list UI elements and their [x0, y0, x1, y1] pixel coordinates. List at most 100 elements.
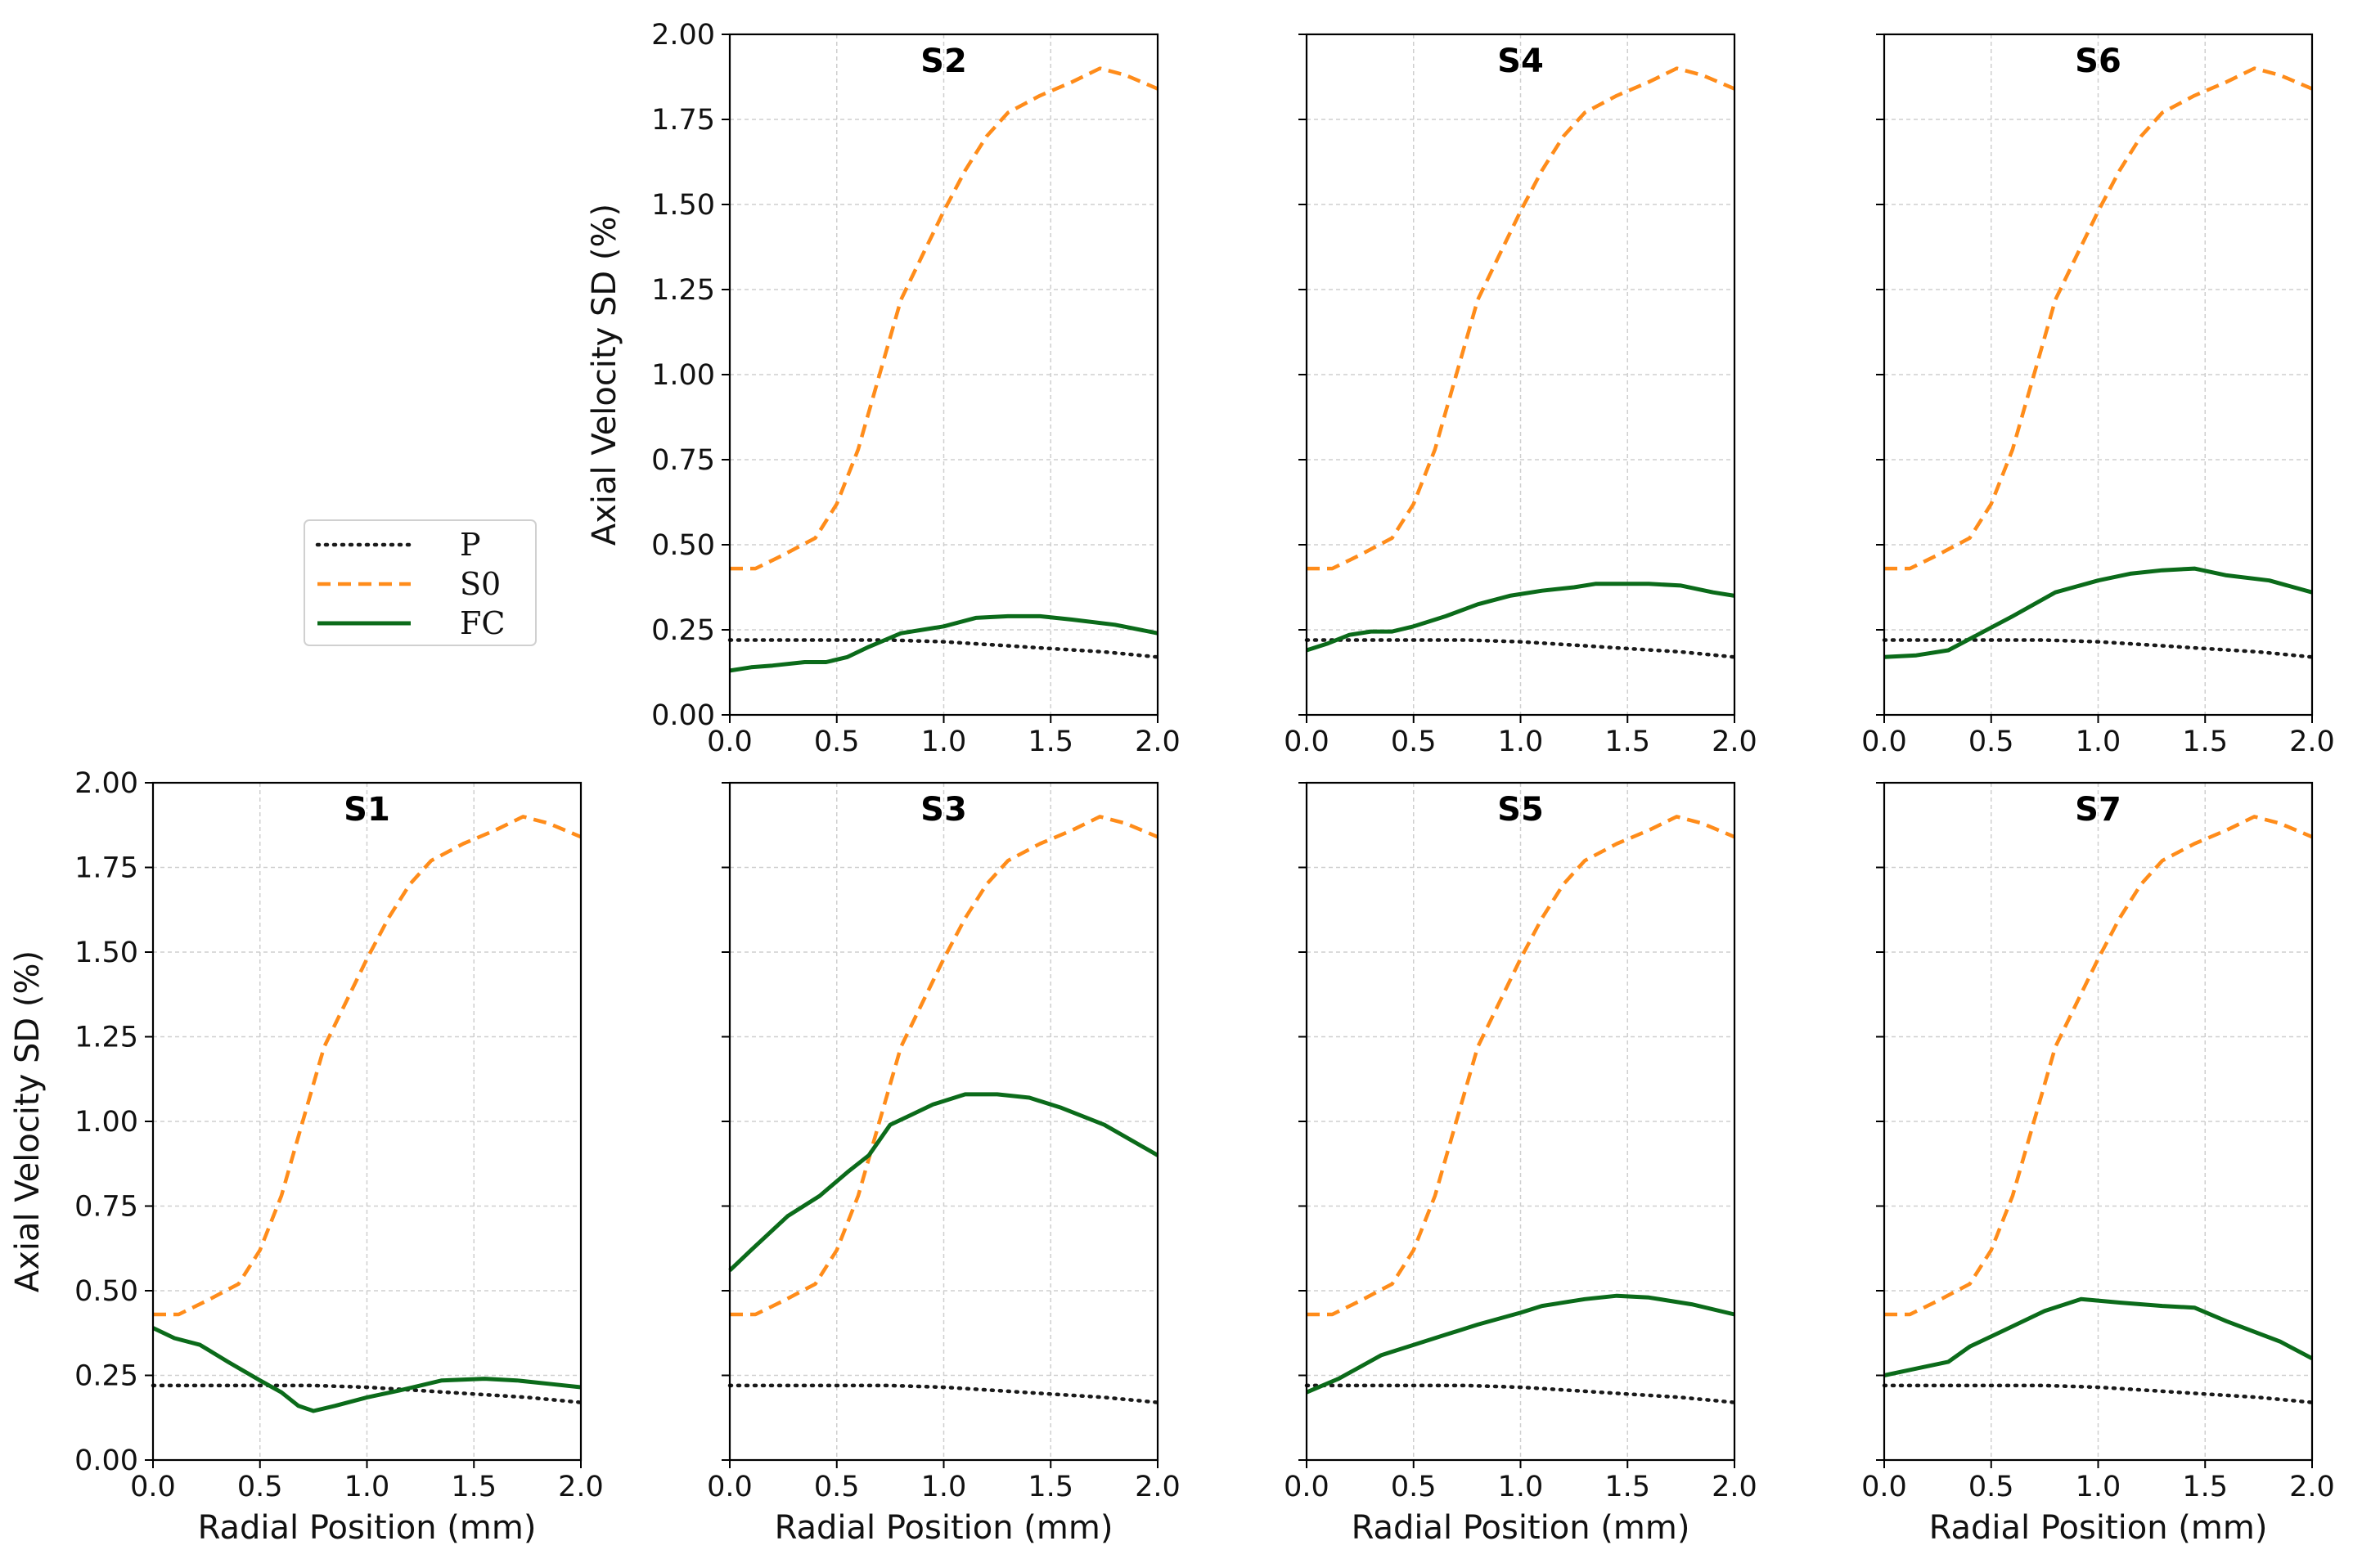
- y-tick-label: 0.25: [74, 1360, 138, 1393]
- series-fc-line: [1306, 582, 1735, 653]
- x-tick-label: 0.0: [130, 1471, 176, 1503]
- series-fc-line: [1306, 1293, 1735, 1395]
- panel-title: S2: [920, 43, 967, 80]
- y-tick-label: 0.75: [651, 444, 715, 477]
- panel-title: S1: [344, 791, 390, 829]
- y-tick-label: 1.50: [74, 937, 138, 969]
- panel-title: S4: [1497, 43, 1544, 80]
- x-tick-label: 0.5: [1391, 726, 1437, 758]
- x-tick-label: 2.0: [1712, 726, 1757, 758]
- y-tick-label: 1.00: [74, 1106, 138, 1139]
- legend-label-p: P: [460, 527, 481, 563]
- series-p-line: [1304, 1383, 1737, 1404]
- x-tick-label: 1.5: [1604, 1471, 1650, 1503]
- x-tick-label: 1.0: [2076, 726, 2121, 758]
- panel-s3: 0.0 0.5 1.0 1.5 2.0 S3 Radial Position (mm): [707, 781, 1181, 1547]
- x-tick-label: 1.5: [1604, 726, 1650, 758]
- y-tick-label: 0.00: [651, 699, 715, 732]
- series-s0-line: [1884, 66, 2313, 571]
- y-axis-label: Axial Velocity SD (%): [9, 950, 47, 1292]
- x-tick-label: 1.0: [1498, 1471, 1544, 1503]
- panel-title: S7: [2075, 791, 2121, 829]
- y-tick-label: 0.25: [651, 614, 715, 647]
- y-tick-label: 1.50: [651, 189, 715, 222]
- y-tick-label: 2.00: [651, 19, 715, 52]
- legend-box: [304, 519, 537, 646]
- series-p-line: [1304, 638, 1737, 659]
- series-fc-line: [151, 1326, 582, 1413]
- x-tick-label: 0.5: [237, 1471, 283, 1503]
- y-tick-label: 0.00: [74, 1444, 138, 1477]
- series-p-line: [1882, 1383, 2315, 1404]
- series-fc-line: [1883, 1296, 2314, 1377]
- x-tick-label: 0.0: [707, 1471, 753, 1503]
- x-tick-label: 1.0: [2076, 1471, 2121, 1503]
- series-fc-line: [1883, 566, 2313, 659]
- x-tick-label: 2.0: [558, 1471, 604, 1503]
- y-axis-label: Axial Velocity SD (%): [586, 204, 623, 546]
- y-tick-label: 1.25: [651, 274, 715, 307]
- x-tick-label: 2.0: [1135, 726, 1181, 758]
- y-tick-label: 2.00: [74, 767, 138, 800]
- x-tick-label: 1.5: [2182, 1471, 2228, 1503]
- x-tick-label: 0.5: [814, 1471, 860, 1503]
- panel-title: S3: [920, 791, 967, 829]
- x-tick-label: 0.0: [1861, 1471, 1907, 1503]
- series-s0-line: [1884, 815, 2313, 1317]
- series-s0-line: [1307, 66, 1735, 571]
- panel-s7: 0.0 0.5 1.0 1.5 2.0 S7 Radial Position (mm): [1861, 781, 2335, 1547]
- x-tick-label: 2.0: [1712, 1471, 1757, 1503]
- x-tick-label: 1.5: [2182, 726, 2228, 758]
- series-fc-line: [728, 1092, 1159, 1273]
- series-s0-line: [153, 815, 582, 1317]
- x-tick-label: 0.0: [1284, 726, 1329, 758]
- x-axis-label: Radial Position (mm): [198, 1509, 537, 1547]
- panel-s6: 0.0 0.5 1.0 1.5 2.0 S6: [1861, 33, 2335, 758]
- y-tick-label: 0.50: [74, 1275, 138, 1308]
- panel-s4: 0.0 0.5 1.0 1.5 2.0 S4: [1284, 33, 1757, 758]
- panel-title: S6: [2075, 43, 2121, 80]
- x-tick-label: 0.0: [1861, 726, 1907, 758]
- x-tick-label: 0.0: [707, 726, 753, 758]
- x-tick-label: 1.0: [921, 726, 967, 758]
- x-tick-label: 0.0: [1284, 1471, 1329, 1503]
- x-tick-label: 1.5: [451, 1471, 497, 1503]
- panel-title: S5: [1497, 791, 1544, 829]
- series-s0-line: [1307, 815, 1735, 1317]
- panel-s2: 0.0 0.5 1.0 1.5 2.0 0.00 0.25 0.50 0.75 1.00 1.25 1…: [586, 19, 1181, 758]
- y-tick-label: 0.75: [74, 1191, 138, 1224]
- series-p-line: [151, 1383, 583, 1404]
- legend-label-s0: S0: [460, 566, 501, 602]
- x-tick-label: 0.5: [814, 726, 860, 758]
- y-tick-label: 1.00: [651, 359, 715, 392]
- y-tick-label: 0.50: [651, 529, 715, 562]
- panel-s5: 0.0 0.5 1.0 1.5 2.0 S5 Radial Position (mm): [1284, 781, 1757, 1547]
- x-axis-label: Radial Position (mm): [1352, 1509, 1690, 1547]
- x-axis-label: Radial Position (mm): [1929, 1509, 2268, 1547]
- x-tick-label: 0.5: [1968, 726, 2014, 758]
- series-p-line: [727, 1383, 1160, 1404]
- x-tick-label: 1.0: [921, 1471, 967, 1503]
- x-tick-label: 1.0: [1498, 726, 1544, 758]
- panel-s1: 0.0 0.5 1.0 1.5 2.0 0.00 0.25 0.50 0.75 1.00 1.25 1…: [9, 767, 604, 1547]
- x-tick-label: 1.5: [1028, 1471, 1073, 1503]
- x-tick-label: 1.5: [1028, 726, 1073, 758]
- x-tick-label: 2.0: [2289, 726, 2335, 758]
- y-tick-label: 1.75: [74, 852, 138, 885]
- series-s0-line: [730, 66, 1159, 571]
- panels: 0.0 0.5 1.0 1.5 2.0 0.00 0.25 0.50 0.75 1.00 1.25 1…: [9, 19, 2335, 1547]
- legend-label-fc: FC: [460, 605, 505, 641]
- x-tick-label: 0.5: [1391, 1471, 1437, 1503]
- series-p-line: [727, 638, 1160, 659]
- series-s0-line: [730, 815, 1159, 1317]
- x-axis-label: Radial Position (mm): [775, 1509, 1114, 1547]
- series-p-line: [1882, 638, 2315, 659]
- y-tick-label: 1.75: [651, 104, 715, 137]
- x-tick-label: 1.0: [344, 1471, 390, 1503]
- x-tick-label: 2.0: [2289, 1471, 2335, 1503]
- x-tick-label: 2.0: [1135, 1471, 1181, 1503]
- x-tick-label: 0.5: [1968, 1471, 2014, 1503]
- y-tick-label: 1.25: [74, 1022, 138, 1054]
